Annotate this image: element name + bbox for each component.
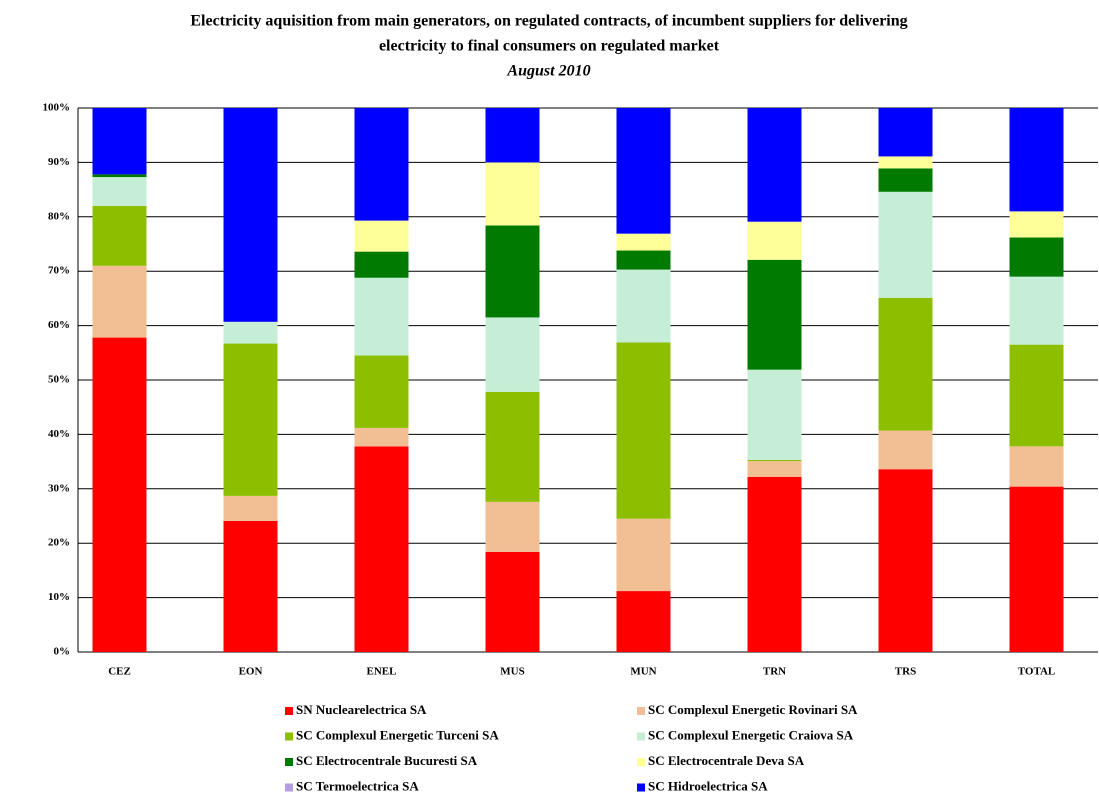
- bar-segment: [747, 461, 802, 477]
- x-tick-label: MUS: [500, 666, 524, 678]
- bar-segment: [223, 343, 278, 496]
- legend-swatch: [285, 732, 293, 741]
- bar-segment: [747, 221, 802, 260]
- bar-segment: [485, 225, 540, 318]
- legend-swatch: [637, 783, 645, 792]
- bar-segment: [485, 551, 540, 652]
- legend-label: SC Termoelectrica SA: [296, 778, 419, 793]
- bar-segment: [616, 342, 671, 519]
- legend-swatch: [637, 707, 645, 715]
- y-tick-label: 30%: [48, 482, 70, 494]
- x-tick-label: CEZ: [108, 666, 131, 678]
- y-tick-label: 90%: [48, 156, 70, 168]
- bar-segment: [223, 321, 278, 344]
- bar-segment: [747, 476, 802, 652]
- bar-segment: [1009, 486, 1064, 652]
- legend-swatch: [285, 783, 293, 792]
- bar-segment: [616, 108, 671, 234]
- bar-segment: [747, 108, 802, 222]
- x-tick-label: MUN: [630, 666, 656, 678]
- bar-segment: [1009, 108, 1064, 212]
- y-tick-label: 10%: [48, 591, 70, 603]
- legend-label: SC Complexul Energetic Turceni SA: [296, 727, 499, 742]
- x-tick-label: EON: [239, 666, 263, 678]
- bar-segment: [354, 277, 409, 356]
- y-tick-label: 70%: [48, 265, 70, 277]
- legend-swatch: [285, 758, 293, 766]
- bar-segment: [92, 265, 147, 338]
- chart-subtitle: August 2010: [506, 63, 590, 80]
- y-tick-label: 50%: [48, 374, 70, 386]
- bar-segment: [1009, 211, 1064, 238]
- bar-segment: [1009, 237, 1064, 277]
- bar-segment: [354, 251, 409, 278]
- legend-label: SC Complexul Energetic Craiova SA: [648, 727, 854, 742]
- chart-title: Electricity aquisition from main generat…: [190, 13, 907, 30]
- y-tick-label: 40%: [48, 428, 70, 440]
- x-tick-label: TOTAL: [1018, 666, 1056, 678]
- bar-segment: [616, 233, 671, 251]
- bar-segment: [878, 168, 933, 192]
- bar-segment: [92, 108, 147, 175]
- bar-segment: [485, 162, 540, 226]
- bar-segment: [878, 297, 933, 431]
- legend-label: SC Hidroelectrica SA: [648, 778, 768, 793]
- bar-segment: [354, 355, 409, 428]
- bar-segment: [485, 108, 540, 163]
- bar-segment: [92, 337, 147, 652]
- bar-segment: [354, 220, 409, 252]
- bar-segment: [616, 591, 671, 652]
- bar-segment: [485, 501, 540, 552]
- x-tick-label: TRN: [763, 666, 786, 678]
- legend-label: SN Nuclearelectrica SA: [296, 702, 427, 717]
- bar-segment: [747, 259, 802, 370]
- bar-segment: [878, 191, 933, 298]
- y-tick-label: 100%: [43, 102, 71, 114]
- x-tick-label: TRS: [895, 666, 916, 678]
- y-tick-label: 20%: [48, 537, 70, 549]
- bar-segment: [616, 269, 671, 343]
- chart-title: electricity to final consumers on regula…: [379, 38, 720, 55]
- bar-segment: [92, 205, 147, 266]
- x-tick-label: ENEL: [367, 666, 397, 678]
- legend-label: SC Electrocentrale Bucuresti SA: [296, 753, 478, 768]
- legend-swatch: [637, 758, 645, 766]
- bar-segment: [354, 446, 409, 652]
- bar-segment: [878, 430, 933, 470]
- legend-swatch: [637, 732, 645, 741]
- bar-segment: [92, 177, 147, 206]
- legend-swatch: [285, 707, 293, 715]
- bar-segment: [354, 427, 409, 447]
- bar-segment: [354, 108, 409, 221]
- legend-label: SC Electrocentrale Deva SA: [648, 753, 805, 768]
- bar-segment: [92, 174, 147, 178]
- bar-segment: [223, 495, 278, 521]
- bar-segment: [1009, 276, 1064, 345]
- bar-segment: [485, 317, 540, 392]
- y-tick-label: 0%: [54, 646, 71, 658]
- bar-segment: [616, 250, 671, 270]
- bar-segment: [878, 108, 933, 157]
- bar-segment: [747, 459, 802, 462]
- bar-segment: [485, 391, 540, 502]
- bar-segment: [616, 518, 671, 592]
- y-tick-label: 80%: [48, 210, 70, 222]
- y-tick-label: 60%: [48, 319, 70, 331]
- bar-segment: [223, 520, 278, 652]
- legend-label: SC Complexul Energetic Rovinari SA: [648, 702, 858, 717]
- bar-segment: [223, 108, 278, 322]
- bar-segment: [1009, 446, 1064, 487]
- bar-segment: [1009, 344, 1064, 447]
- bar-segment: [878, 469, 933, 652]
- bar-segment: [747, 369, 802, 460]
- bar-segment: [878, 156, 933, 169]
